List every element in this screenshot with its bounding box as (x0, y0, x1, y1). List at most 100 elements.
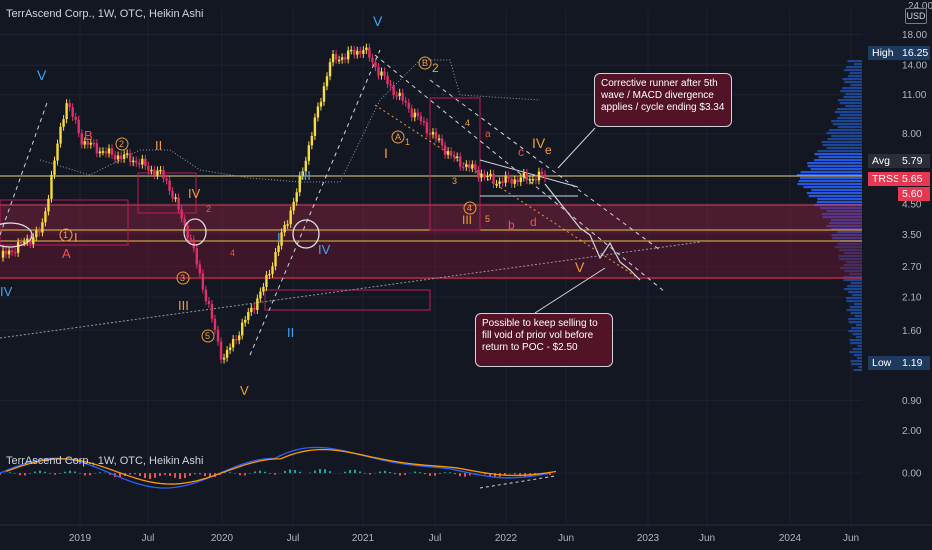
macd-hist-bar (139, 473, 141, 476)
candle (119, 155, 123, 159)
time-tick: Jul (287, 533, 300, 544)
wave-orange-v-right: V (575, 259, 585, 275)
time-axis[interactable]: 2019 Jul 2020 Jul 2021 Jul 2022 Jun 2023 Jun 2024 J… (69, 533, 859, 544)
time-tick: 2022 (495, 533, 518, 544)
candle (68, 103, 71, 108)
price-axis[interactable]: 18.00 14.00 11.00 8.00 4.50 3.50 2.70 2.10 1.60 0… (902, 1, 932, 407)
price-tick: 0.90 (902, 396, 922, 407)
candle (122, 154, 126, 159)
candle (35, 230, 38, 238)
candle (462, 166, 465, 169)
candle (374, 61, 377, 68)
time-tick: Jul (429, 533, 442, 544)
macd-hist-bar (504, 473, 506, 475)
volume-bar (798, 180, 862, 183)
candle (168, 180, 171, 191)
volume-bar (849, 72, 862, 75)
candle (501, 181, 504, 183)
range-box-4 (429, 97, 481, 231)
candle (23, 241, 26, 244)
candle (153, 169, 156, 176)
macd-hist-bar (179, 473, 181, 479)
candle (365, 47, 368, 51)
time-tick: Jun (843, 533, 859, 544)
callout-top[interactable]: Corrective runner after 5th wave / MACD … (594, 73, 732, 127)
macd-hist-bar (364, 473, 366, 474)
candle (452, 154, 456, 158)
time-tick: Jun (558, 533, 574, 544)
wave-blue-iii: III (300, 168, 311, 183)
candle (262, 286, 265, 292)
candle (138, 162, 141, 165)
price-tick: 3.50 (902, 230, 922, 241)
candle (228, 347, 232, 350)
candle (219, 341, 223, 360)
volume-bar (808, 195, 862, 198)
volume-bar (843, 279, 862, 282)
prev-price-tag: 5.60 (898, 187, 930, 201)
candle (101, 151, 105, 153)
candle (268, 273, 271, 276)
candle (362, 50, 365, 54)
macd-hist-bar (154, 473, 156, 478)
macd-hist-bar (469, 473, 471, 476)
candle (237, 335, 241, 341)
volume-bar (814, 159, 862, 162)
wave-orange-ii: II (155, 138, 162, 153)
macd-hist-bar (389, 472, 391, 474)
volume-bar (848, 318, 862, 321)
volume-bar (803, 186, 862, 189)
candle (144, 158, 147, 166)
macd-hist-bar (439, 473, 441, 474)
candle (162, 169, 165, 179)
candle (386, 75, 389, 85)
candle (250, 307, 253, 313)
volume-bar (858, 366, 862, 369)
candle (156, 170, 159, 176)
macd-hist-bar (194, 473, 196, 475)
macd-hist-bar (464, 473, 466, 477)
candle (289, 210, 292, 225)
volume-bar (845, 105, 862, 108)
volume-bar (848, 291, 862, 294)
macd-hist-bar (354, 469, 356, 474)
volume-bar (846, 300, 862, 303)
volume-bar (852, 294, 862, 297)
currency-button[interactable]: USD (905, 8, 927, 24)
volume-bar (852, 333, 862, 336)
candle (407, 102, 410, 109)
candle (440, 138, 444, 146)
candle (528, 179, 532, 181)
candle (525, 172, 529, 181)
macd-hist-bar (144, 473, 146, 479)
candle (186, 225, 189, 239)
macd-hist-bar (369, 473, 371, 475)
macd-hist-bar (329, 471, 331, 474)
candle (483, 173, 486, 177)
candle (540, 171, 544, 175)
marker-ellipse-3 (292, 219, 320, 249)
wave-small-4b: 4 (465, 118, 470, 128)
macd-hist-bar (189, 473, 191, 476)
candle (150, 169, 153, 172)
candle (7, 250, 11, 255)
volume-bar (837, 126, 862, 129)
circle-3 (176, 271, 190, 285)
wave-blue-i: I (277, 230, 281, 245)
volume-bar (807, 165, 862, 168)
candle (147, 165, 150, 171)
volume-bar (826, 132, 862, 135)
candle (62, 119, 65, 127)
zone-upper (0, 205, 862, 233)
macd-hist-bar (9, 472, 11, 474)
macd-hist-bar (424, 473, 426, 475)
candle (44, 211, 47, 223)
candle (404, 100, 407, 103)
wave-red-b-small: b (508, 218, 515, 232)
candle (253, 307, 256, 310)
avg-label-tag: Avg (868, 154, 898, 168)
callout-bottom[interactable]: Possible to keep selling to fill void of… (475, 313, 613, 367)
candle (465, 164, 468, 167)
macd-hist-bar (324, 469, 326, 474)
